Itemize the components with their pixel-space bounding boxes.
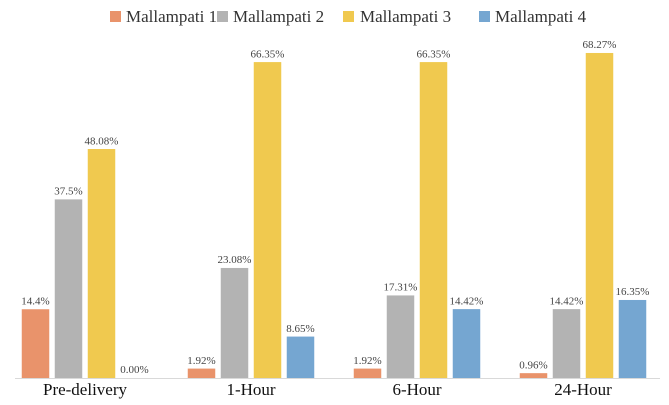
bar-mallampati-1-1-hour — [187, 368, 216, 379]
data-label-mallampati-1-6-hour: 1.92% — [353, 355, 381, 367]
data-label-mallampati-4-24-hour: 16.35% — [616, 286, 650, 298]
data-label-mallampati-2-6-hour: 17.31% — [384, 282, 418, 294]
data-label-mallampati-3-pre-delivery: 48.08% — [85, 135, 119, 147]
bar-mallampati-4-6-hour — [452, 309, 481, 379]
bar-mallampati-4-24-hour — [618, 299, 647, 379]
data-label-mallampati-2-24-hour: 14.42% — [550, 295, 584, 307]
bar-mallampati-1-6-hour — [353, 368, 382, 379]
data-label-mallampati-2-pre-delivery: 37.5% — [54, 186, 82, 198]
legend-swatch-mallampati-4 — [479, 11, 490, 22]
bar-mallampati-3-1-hour — [253, 62, 282, 379]
bar-mallampati-1-24-hour — [519, 373, 548, 379]
legend-label-mallampati-3: Mallampati 3 — [360, 7, 451, 26]
legend-label-mallampati-2: Mallampati 2 — [233, 7, 324, 26]
bar-mallampati-2-6-hour — [386, 295, 415, 379]
data-label-mallampati-3-24-hour: 68.27% — [583, 39, 617, 51]
bars-group — [21, 52, 647, 379]
data-labels-group: 14.4% 37.5% 48.08% 0.00% 1.92% 23.08% 66.35% 8.… — [21, 39, 649, 376]
legend-swatch-mallampati-1 — [110, 11, 121, 22]
category-label-pre-delivery: Pre-delivery — [43, 380, 128, 399]
data-label-mallampati-1-pre-delivery: 14.4% — [21, 295, 49, 307]
legend: Mallampati 1 Mallampati 2 Mallampati 3 Mall… — [110, 7, 587, 26]
bar-mallampati-3-6-hour — [419, 62, 448, 379]
legend-swatch-mallampati-3 — [343, 11, 354, 22]
bar-mallampati-2-pre-delivery — [54, 199, 83, 379]
x-axis: Pre-delivery 1-Hour 6-Hour 24-Hour — [15, 378, 660, 399]
category-label-24-hour: 24-Hour — [554, 380, 612, 399]
legend-label-mallampati-1: Mallampati 1 — [126, 7, 217, 26]
data-label-mallampati-1-1-hour: 1.92% — [187, 355, 215, 367]
legend-label-mallampati-4: Mallampati 4 — [495, 7, 587, 26]
bar-mallampati-4-1-hour — [286, 336, 315, 379]
bar-mallampati-3-24-hour — [585, 52, 614, 379]
data-label-mallampati-4-6-hour: 14.42% — [450, 295, 484, 307]
legend-swatch-mallampati-2 — [217, 11, 228, 22]
data-label-mallampati-4-pre-delivery: 0.00% — [120, 364, 148, 376]
data-label-mallampati-2-1-hour: 23.08% — [218, 254, 252, 266]
bar-mallampati-1-pre-delivery — [21, 309, 50, 379]
data-label-mallampati-3-1-hour: 66.35% — [251, 48, 285, 60]
data-label-mallampati-1-24-hour: 0.96% — [519, 359, 547, 371]
data-label-mallampati-3-6-hour: 66.35% — [417, 48, 451, 60]
category-label-6-hour: 6-Hour — [392, 380, 441, 399]
bar-mallampati-2-24-hour — [552, 309, 581, 379]
data-label-mallampati-4-1-hour: 8.65% — [286, 323, 314, 335]
category-label-1-hour: 1-Hour — [226, 380, 275, 399]
bar-mallampati-3-pre-delivery — [87, 149, 116, 379]
bar-mallampati-2-1-hour — [220, 267, 249, 379]
